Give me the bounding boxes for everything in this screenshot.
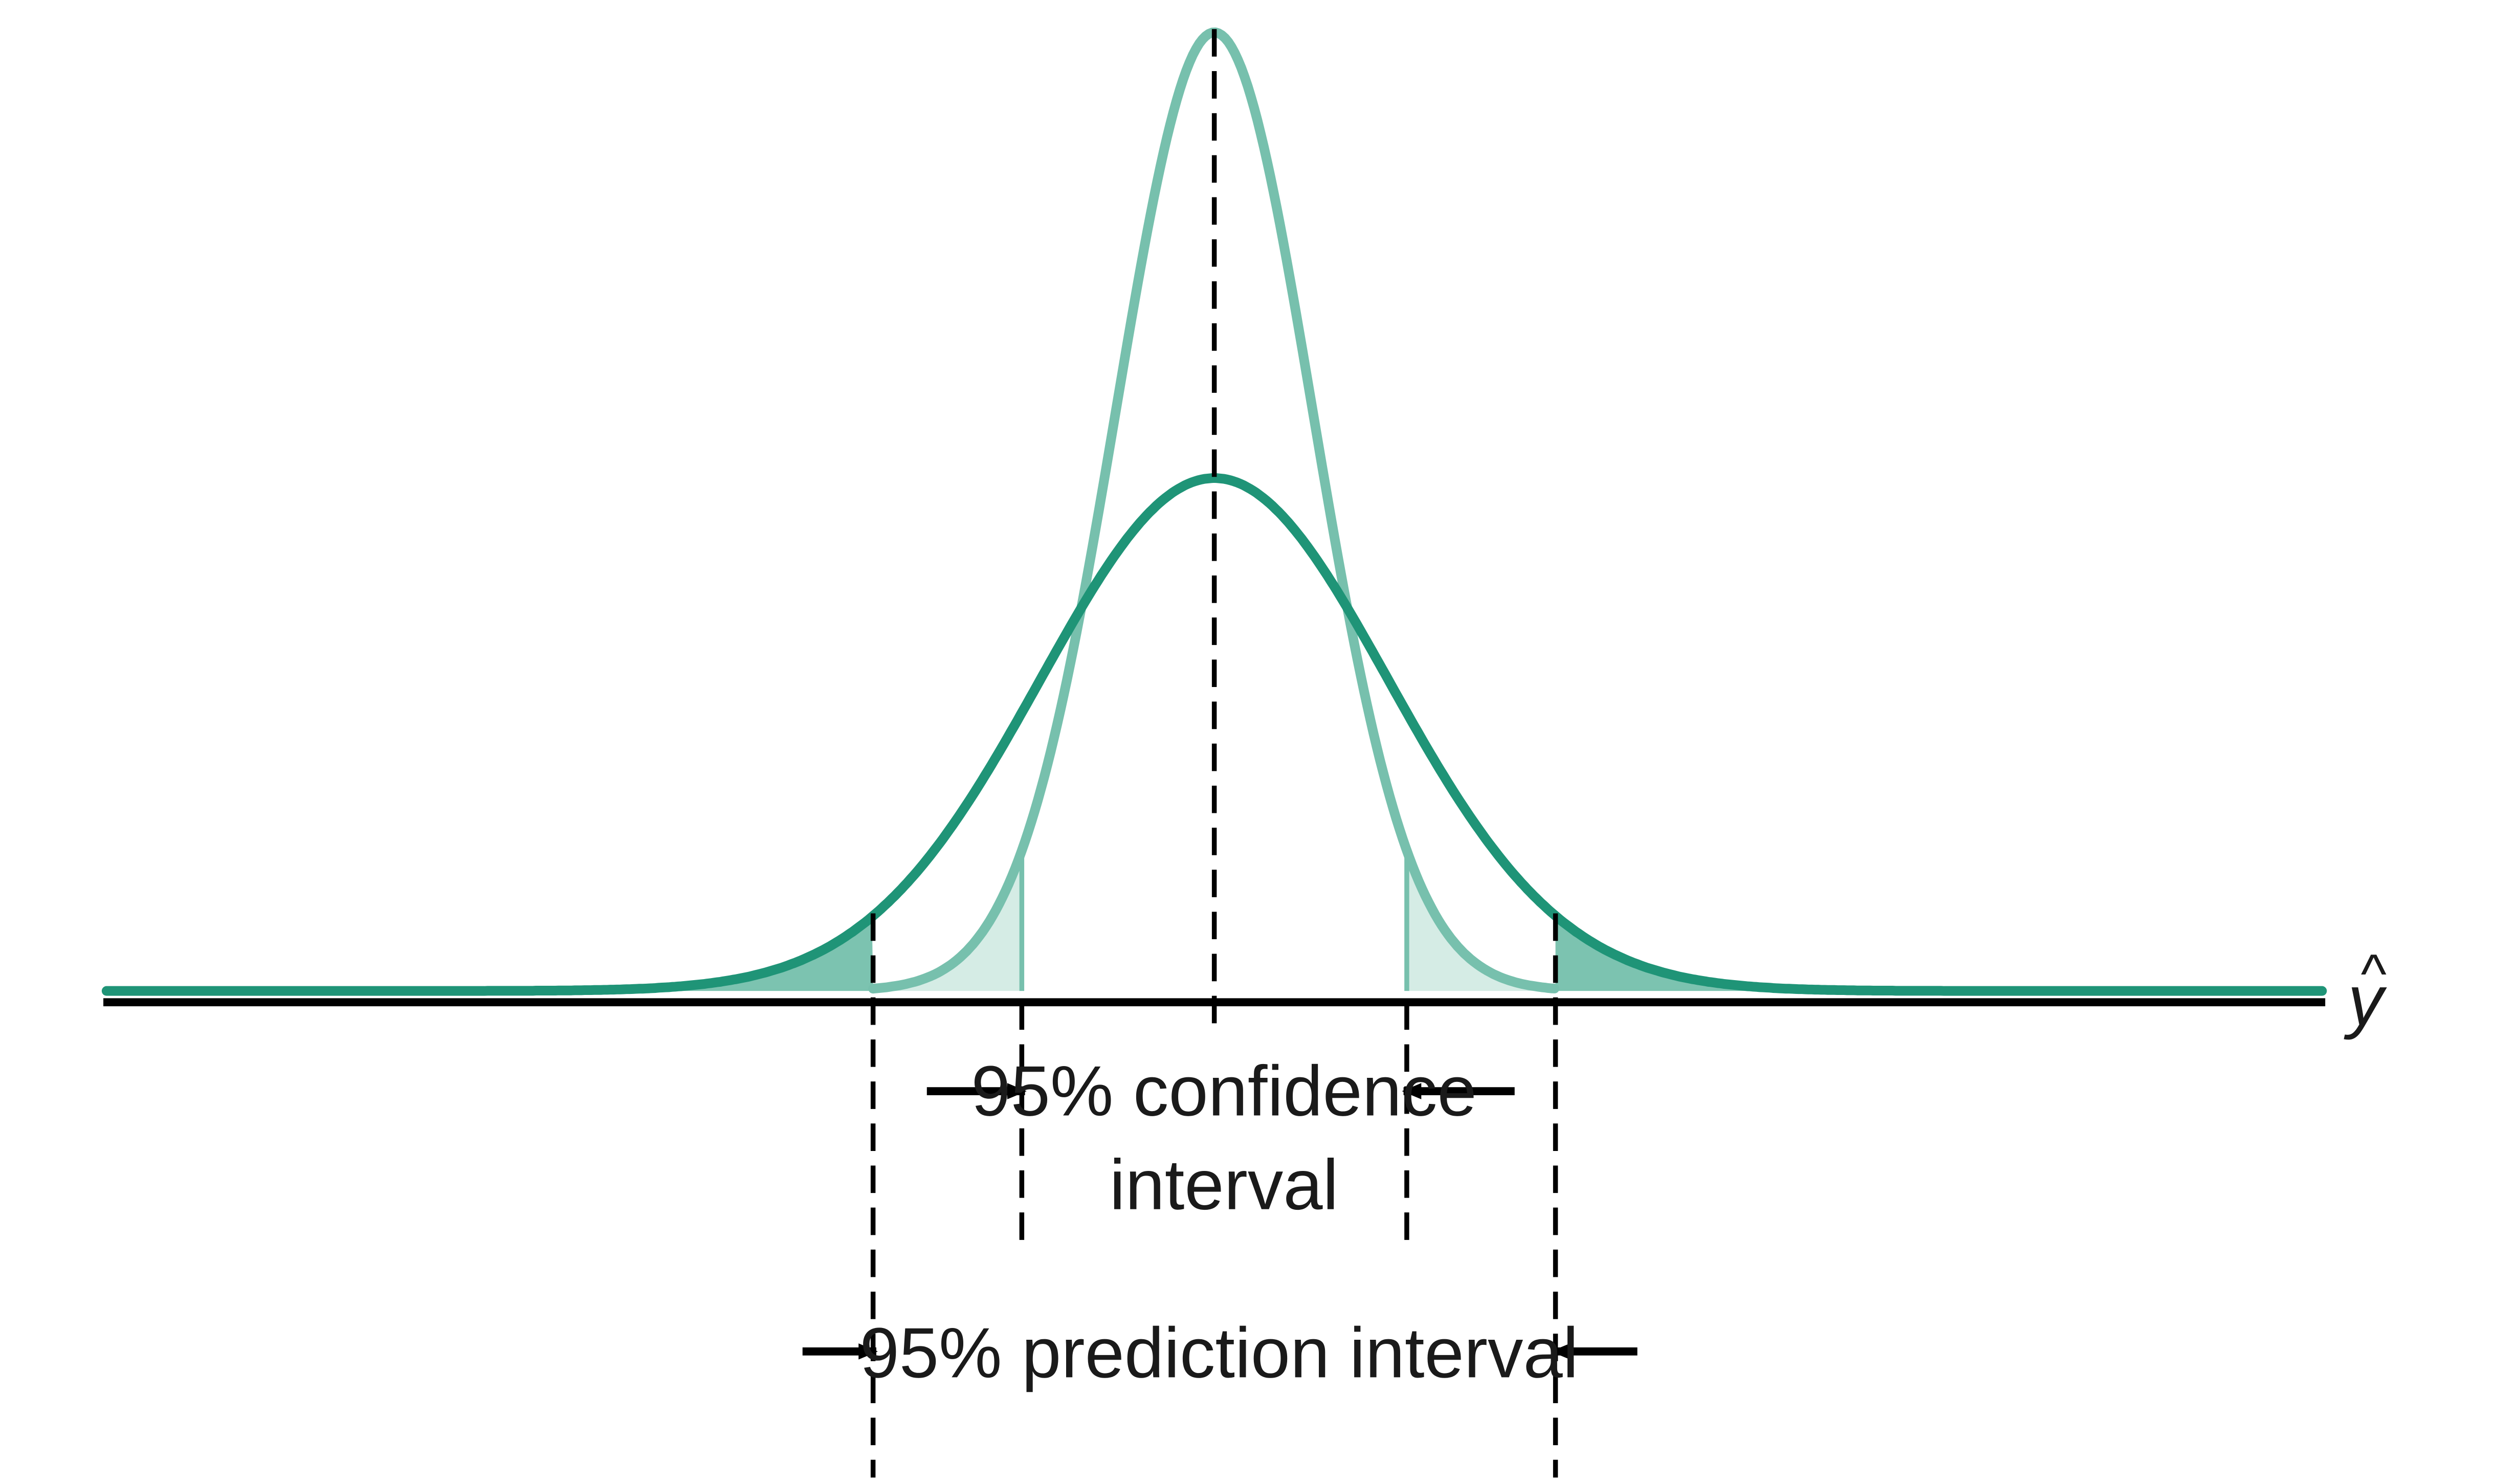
prediction-interval-label: 95% prediction interval [860, 1313, 1579, 1392]
axis-label-y: y [2344, 961, 2387, 1040]
prediction-right-tail-fill [1555, 916, 2322, 991]
confidence-interval-label-line1: 95% confidence [971, 1051, 1476, 1131]
confidence-interval-label-line2: interval [1110, 1145, 1339, 1225]
prediction-distribution-curve [101, 473, 2327, 996]
axis-label-hat: ^ [2361, 943, 2387, 1004]
confidence-right-tail-fill [1406, 850, 1556, 991]
prediction-left-tail-fill [106, 917, 873, 991]
confidence-left-tail-fill [873, 851, 1022, 991]
